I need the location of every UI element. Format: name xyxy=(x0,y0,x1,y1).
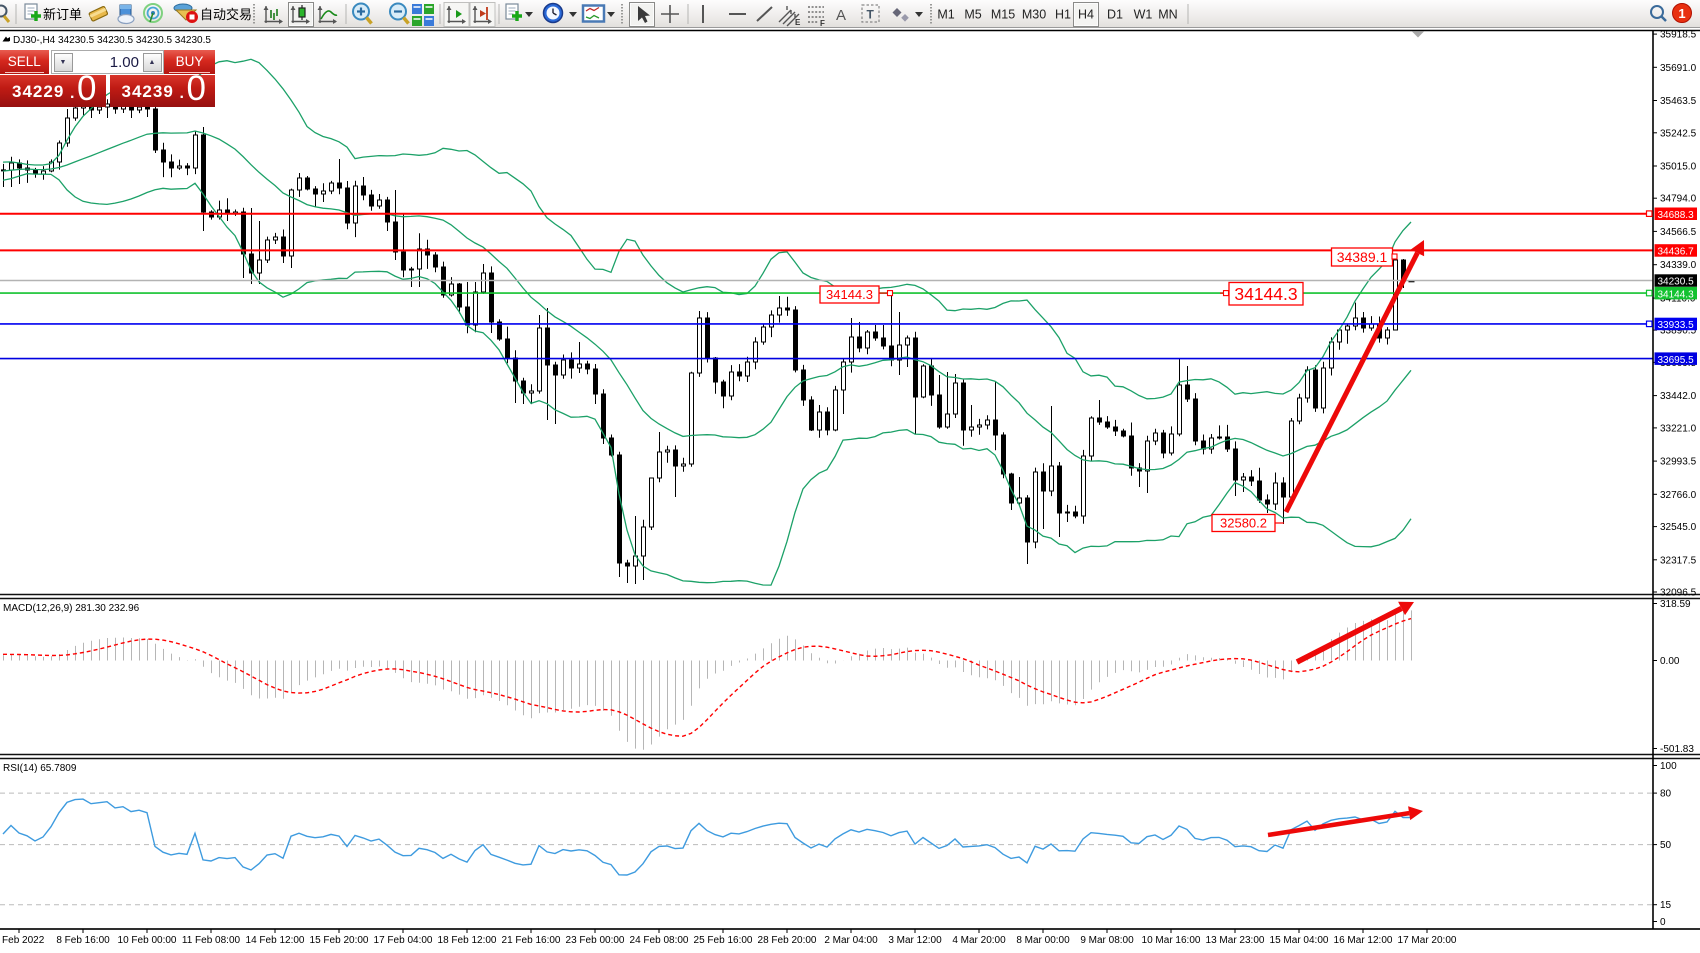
svg-text:34339.0: 34339.0 xyxy=(1660,260,1697,271)
svg-text:M5: M5 xyxy=(964,8,981,22)
svg-text:35918.5: 35918.5 xyxy=(1660,30,1697,41)
svg-text:0.00: 0.00 xyxy=(1660,656,1680,667)
svg-text:0: 0 xyxy=(1660,917,1666,928)
svg-text:3 Mar 12:00: 3 Mar 12:00 xyxy=(888,935,942,946)
svg-text:33890.5: 33890.5 xyxy=(1660,326,1697,337)
svg-text:33221.0: 33221.0 xyxy=(1660,423,1697,434)
svg-text:32993.5: 32993.5 xyxy=(1660,457,1697,468)
svg-text:4 Mar 20:00: 4 Mar 20:00 xyxy=(952,935,1006,946)
svg-text:34566.5: 34566.5 xyxy=(1660,227,1697,238)
svg-text:10 Mar 16:00: 10 Mar 16:00 xyxy=(1142,935,1201,946)
svg-text:32766.0: 32766.0 xyxy=(1660,490,1697,501)
svg-text:1: 1 xyxy=(1678,6,1685,21)
svg-text:34389.1: 34389.1 xyxy=(1337,249,1388,265)
svg-text:W1: W1 xyxy=(1134,8,1153,22)
svg-text:32317.5: 32317.5 xyxy=(1660,555,1697,566)
svg-text:DJ30-,H4 34230.5 34230.5 3423: DJ30-,H4 34230.5 34230.5 34230.5 34230.5 xyxy=(13,35,211,46)
svg-text:34436.7: 34436.7 xyxy=(1658,247,1695,258)
svg-text:28 Feb 20:00: 28 Feb 20:00 xyxy=(758,935,817,946)
svg-text:M30: M30 xyxy=(1022,8,1046,22)
svg-text:H4: H4 xyxy=(1078,8,1094,22)
svg-text:15 Mar 04:00: 15 Mar 04:00 xyxy=(1270,935,1329,946)
svg-text:15: 15 xyxy=(1660,900,1672,911)
svg-text:24 Feb 08:00: 24 Feb 08:00 xyxy=(630,935,689,946)
svg-text:25 Feb 16:00: 25 Feb 16:00 xyxy=(694,935,753,946)
svg-text:13 Mar 23:00: 13 Mar 23:00 xyxy=(1206,935,1265,946)
svg-text:32545.0: 32545.0 xyxy=(1660,522,1697,533)
svg-text:35463.5: 35463.5 xyxy=(1660,96,1697,107)
svg-text:9 Mar 08:00: 9 Mar 08:00 xyxy=(1080,935,1134,946)
svg-text:RSI(14) 65.7809: RSI(14) 65.7809 xyxy=(3,763,77,774)
svg-text:33695.5: 33695.5 xyxy=(1658,355,1695,366)
svg-text:新订单: 新订单 xyxy=(43,7,82,22)
svg-text:34688.3: 34688.3 xyxy=(1658,210,1695,221)
svg-text:34794.0: 34794.0 xyxy=(1660,194,1697,205)
svg-text:35242.5: 35242.5 xyxy=(1660,128,1697,139)
svg-text:17 Feb 04:00: 17 Feb 04:00 xyxy=(374,935,433,946)
svg-text:32580.2: 32580.2 xyxy=(1220,516,1267,531)
svg-text:14 Feb 12:00: 14 Feb 12:00 xyxy=(246,935,305,946)
svg-text:10 Feb 00:00: 10 Feb 00:00 xyxy=(118,935,177,946)
svg-text:34230.5: 34230.5 xyxy=(1658,277,1695,288)
svg-text:35691.0: 35691.0 xyxy=(1660,63,1697,74)
svg-text:100: 100 xyxy=(1660,761,1677,772)
svg-text:M15: M15 xyxy=(991,8,1015,22)
svg-text:318.59: 318.59 xyxy=(1660,599,1691,610)
svg-text:E: E xyxy=(795,18,801,27)
svg-text:32096.5: 32096.5 xyxy=(1660,588,1697,599)
svg-text:34144.3: 34144.3 xyxy=(826,287,873,302)
svg-text:MN: MN xyxy=(1158,8,1177,22)
svg-text:21 Feb 16:00: 21 Feb 16:00 xyxy=(502,935,561,946)
svg-text:50: 50 xyxy=(1660,840,1672,851)
svg-text:16 Mar 12:00: 16 Mar 12:00 xyxy=(1334,935,1393,946)
svg-text:F: F xyxy=(820,19,825,28)
svg-text:33933.5: 33933.5 xyxy=(1658,320,1695,331)
svg-text:80: 80 xyxy=(1660,789,1672,800)
svg-text:15 Feb 20:00: 15 Feb 20:00 xyxy=(310,935,369,946)
svg-text:33442.0: 33442.0 xyxy=(1660,391,1697,402)
svg-text:D1: D1 xyxy=(1107,8,1123,22)
svg-text:2 Mar 04:00: 2 Mar 04:00 xyxy=(824,935,878,946)
svg-text:34144.3: 34144.3 xyxy=(1658,289,1695,300)
svg-text:18 Feb 12:00: 18 Feb 12:00 xyxy=(438,935,497,946)
svg-text:A: A xyxy=(836,7,846,24)
svg-text:23 Feb 00:00: 23 Feb 00:00 xyxy=(566,935,625,946)
svg-text:-501.83: -501.83 xyxy=(1660,744,1694,755)
svg-text:T: T xyxy=(867,8,875,22)
svg-text:8 Mar 00:00: 8 Mar 00:00 xyxy=(1016,935,1070,946)
svg-text:H1: H1 xyxy=(1055,8,1071,22)
svg-text:35015.0: 35015.0 xyxy=(1660,162,1697,173)
svg-text:7 Feb 2022: 7 Feb 2022 xyxy=(0,935,45,946)
svg-text:8 Feb 16:00: 8 Feb 16:00 xyxy=(56,935,110,946)
svg-text:M1: M1 xyxy=(937,8,954,22)
svg-text:自动交易: 自动交易 xyxy=(200,7,252,22)
svg-text:17 Mar 20:00: 17 Mar 20:00 xyxy=(1398,935,1457,946)
svg-text:34144.3: 34144.3 xyxy=(1234,284,1297,304)
svg-text:11 Feb 08:00: 11 Feb 08:00 xyxy=(182,935,241,946)
svg-text:MACD(12,26,9) 281.30 232.96: MACD(12,26,9) 281.30 232.96 xyxy=(3,603,140,614)
